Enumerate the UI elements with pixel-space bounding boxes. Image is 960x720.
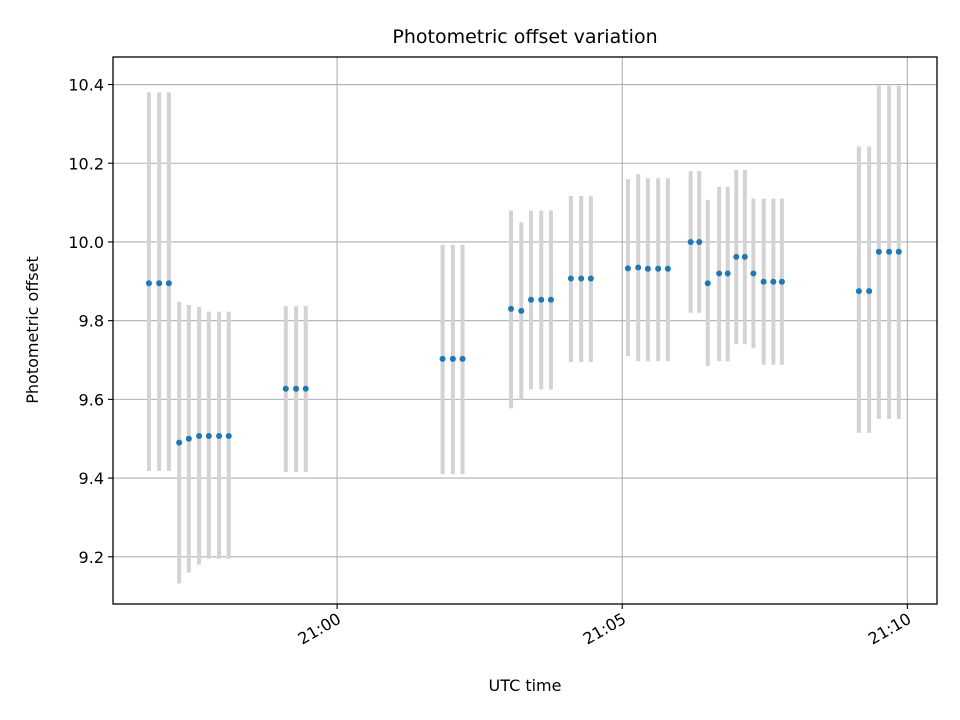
data-point [196, 432, 203, 439]
data-point [165, 280, 172, 287]
data-point [518, 307, 525, 314]
y-tick-label: 9.6 [79, 390, 104, 409]
data-point [176, 439, 183, 446]
data-point [508, 305, 515, 312]
data-point [538, 296, 545, 303]
data-point [225, 432, 232, 439]
data-point [156, 280, 163, 287]
data-point [875, 248, 882, 255]
data-point [578, 275, 585, 282]
data-point [527, 296, 534, 303]
y-tick-label: 10.4 [68, 76, 104, 95]
point-layer [145, 238, 902, 446]
data-point [866, 288, 873, 295]
data-point [449, 355, 456, 362]
data-point [302, 385, 309, 392]
data-point [770, 278, 777, 285]
data-point [655, 265, 662, 272]
y-tick-label: 9.4 [79, 469, 104, 488]
data-point [778, 278, 785, 285]
y-tick-label: 10.0 [68, 233, 104, 252]
data-point [205, 432, 212, 439]
y-tick-label: 10.2 [68, 154, 104, 173]
y-axis-label: Photometric offset [23, 256, 42, 404]
data-point [547, 296, 554, 303]
data-point [439, 355, 446, 362]
data-point [733, 253, 740, 260]
data-point [687, 238, 694, 245]
data-point [293, 385, 300, 392]
data-point [644, 265, 651, 272]
data-point [716, 270, 723, 277]
data-point [624, 265, 631, 272]
y-tick-label: 9.8 [79, 312, 104, 331]
data-point [855, 288, 862, 295]
data-point [724, 270, 731, 277]
data-point [145, 280, 152, 287]
data-point [185, 435, 192, 442]
data-point [760, 278, 767, 285]
data-point [282, 385, 289, 392]
plot-frame [112, 56, 938, 605]
grid-layer [113, 57, 937, 604]
data-point [664, 265, 671, 272]
data-point [587, 275, 594, 282]
data-point [704, 280, 711, 287]
data-point [696, 238, 703, 245]
data-point [741, 253, 748, 260]
data-point [895, 248, 902, 255]
data-point [459, 355, 466, 362]
x-axis-label: UTC time [489, 676, 562, 695]
data-point [567, 275, 574, 282]
data-point [635, 264, 642, 271]
data-point [886, 248, 893, 255]
data-point [750, 270, 757, 277]
chart-title: Photometric offset variation [392, 26, 657, 48]
data-point [216, 432, 223, 439]
y-tick-label: 9.2 [79, 548, 104, 567]
